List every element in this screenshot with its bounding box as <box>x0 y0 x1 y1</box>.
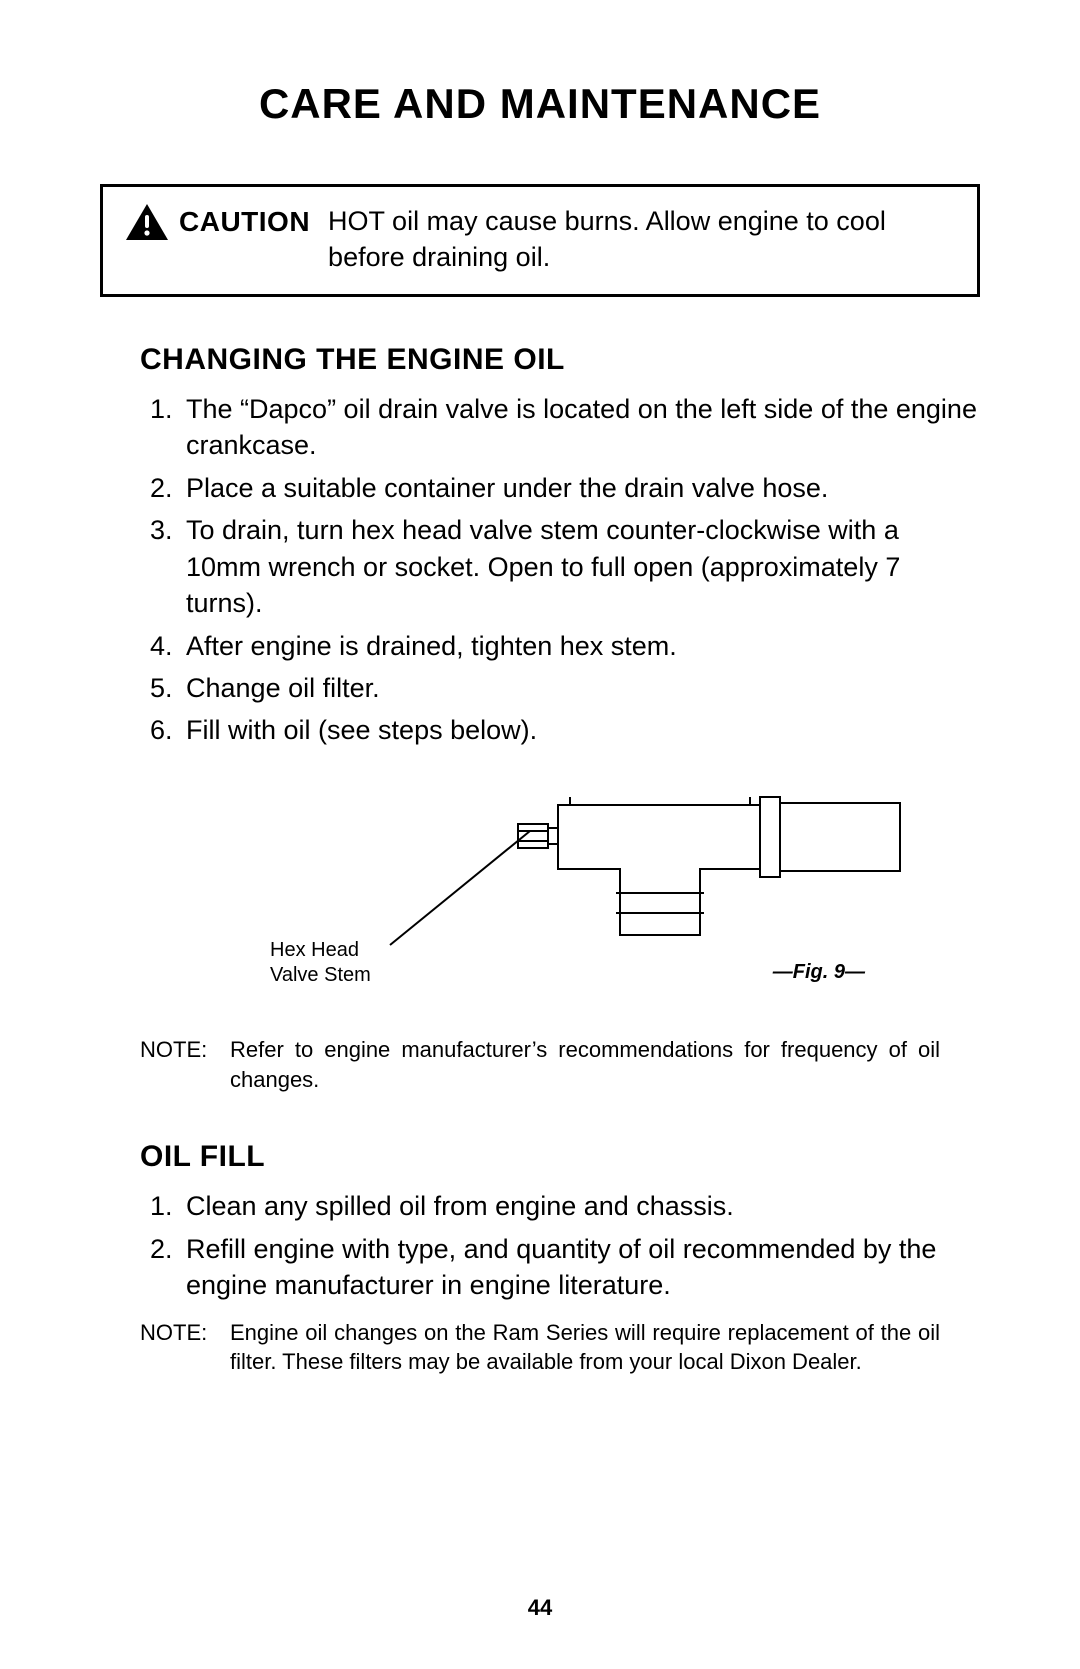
change-oil-steps: The “Dapco” oil drain valve is located o… <box>100 391 980 749</box>
callout-line2: Valve Stem <box>270 964 371 986</box>
note-oil-frequency: NOTE: Refer to engine manufacturer’s rec… <box>140 1035 940 1094</box>
note-label: NOTE: <box>140 1318 230 1377</box>
figure-caption: —Fig. 9— <box>773 961 865 984</box>
caution-label: CAUTION <box>179 206 310 238</box>
list-item: To drain, turn hex head valve stem count… <box>180 512 980 621</box>
list-item: The “Dapco” oil drain valve is located o… <box>180 391 980 464</box>
figure-9: Hex Head Valve Stem —Fig. 9— <box>100 785 980 1025</box>
list-item: Refill engine with type, and quantity of… <box>180 1231 980 1304</box>
warning-icon <box>125 203 169 241</box>
note-body: Refer to engine manufacturer’s recommend… <box>230 1035 940 1094</box>
list-item: Place a suitable container under the dra… <box>180 470 980 506</box>
section-heading-oil-fill: OIL FILL <box>140 1140 980 1174</box>
list-item: Fill with oil (see steps below). <box>180 712 980 748</box>
caution-text: HOT oil may cause burns. Allow engine to… <box>328 203 955 276</box>
oil-fill-steps: Clean any spilled oil from engine and ch… <box>100 1188 980 1303</box>
page-number: 44 <box>0 1595 1080 1621</box>
note-filter: NOTE: Engine oil changes on the Ram Seri… <box>140 1318 940 1377</box>
list-item: Clean any spilled oil from engine and ch… <box>180 1188 980 1224</box>
manual-page: CARE AND MAINTENANCE CAUTION HOT oil may… <box>0 0 1080 1669</box>
caution-left: CAUTION <box>125 203 310 241</box>
note-label: NOTE: <box>140 1035 230 1094</box>
section-heading-change-oil: CHANGING THE ENGINE OIL <box>140 343 980 377</box>
figure-callout: Hex Head Valve Stem <box>270 938 371 988</box>
list-item: After engine is drained, tighten hex ste… <box>180 628 980 664</box>
note-body: Engine oil changes on the Ram Series wil… <box>230 1318 940 1377</box>
list-item: Change oil filter. <box>180 670 980 706</box>
caution-box: CAUTION HOT oil may cause burns. Allow e… <box>100 184 980 297</box>
page-title: CARE AND MAINTENANCE <box>100 80 980 128</box>
callout-line1: Hex Head <box>270 939 359 961</box>
